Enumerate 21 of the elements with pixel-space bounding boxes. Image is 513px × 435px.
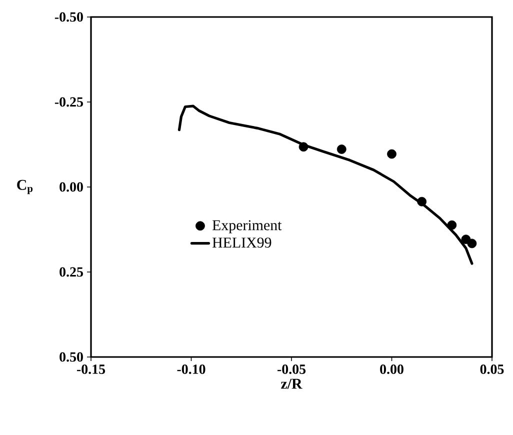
point bbox=[298, 142, 308, 152]
point bbox=[387, 149, 396, 159]
y-tick-label: 0.00 bbox=[60, 182, 83, 192]
x-tick-label: -0.10 bbox=[177, 364, 206, 374]
y-tick-label: -0.25 bbox=[54, 97, 83, 107]
y-axis-title: C$_{p}$ bbox=[17, 180, 33, 194]
point bbox=[467, 238, 477, 248]
y-tick-label: 0.50 bbox=[60, 352, 83, 362]
x-tick-label: 0.05 bbox=[480, 364, 504, 374]
x-tick-label: -0.05 bbox=[277, 364, 306, 374]
point bbox=[336, 144, 346, 154]
legend-label: Experiment bbox=[212, 220, 282, 234]
x-axis-title: z/R bbox=[281, 378, 302, 389]
line-series bbox=[178, 104, 474, 265]
legend-label: HELIX99 bbox=[212, 238, 272, 248]
x-tick-label: 0.00 bbox=[380, 364, 404, 374]
point bbox=[447, 220, 457, 230]
y-tick-label: -0.50 bbox=[54, 12, 83, 22]
x-tick-label: -0.15 bbox=[76, 364, 106, 374]
point bbox=[417, 196, 427, 206]
y-tick-label: 0.25 bbox=[60, 267, 83, 277]
